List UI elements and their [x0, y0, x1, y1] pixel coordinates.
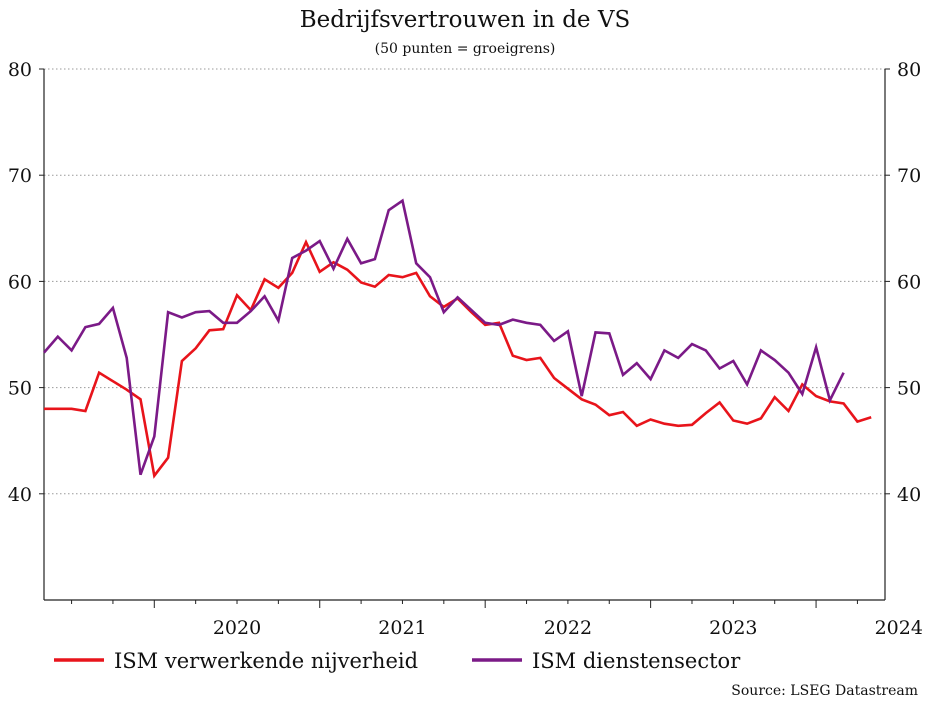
gridlines	[44, 68, 885, 495]
x-tick-label: 2023	[709, 617, 757, 639]
legend-label-services: ISM dienstensector	[532, 649, 741, 673]
tick-labels: 40 40 50 50 60 60 70 70 80 80 2020 2021 2022 2023 2024	[8, 59, 923, 639]
axes	[39, 68, 890, 608]
y-tick-label-right: 50	[897, 378, 921, 400]
x-tick-label: 2022	[544, 617, 592, 639]
y-tick-label-left: 80	[8, 59, 32, 81]
x-tick-label: 2020	[213, 617, 261, 639]
chart-subtitle: (50 punten = groeigrens)	[375, 41, 556, 57]
y-tick-label-left: 70	[8, 165, 32, 187]
y-tick-label-left: 50	[8, 378, 32, 400]
y-tick-label-right: 40	[897, 484, 921, 506]
legend: ISM verwerkende nijverheid ISM dienstens…	[54, 649, 741, 673]
y-tick-label-right: 80	[897, 59, 921, 81]
series-lines	[43, 198, 872, 479]
y-tick-label-left: 40	[8, 484, 32, 506]
legend-label-manufacturing: ISM verwerkende nijverheid	[114, 649, 418, 673]
y-tick-label-right: 60	[897, 271, 921, 293]
x-tick-label: 2024	[875, 617, 923, 639]
series-line-manufacturing	[44, 238, 872, 479]
series-line-services	[43, 198, 845, 476]
source-note: Source: LSEG Datastream	[731, 683, 918, 699]
chart-title: Bedrijfsvertrouwen in de VS	[300, 7, 630, 33]
x-tick-label: 2021	[378, 617, 426, 639]
y-tick-label-right: 70	[897, 165, 921, 187]
y-tick-label-left: 60	[8, 271, 32, 293]
